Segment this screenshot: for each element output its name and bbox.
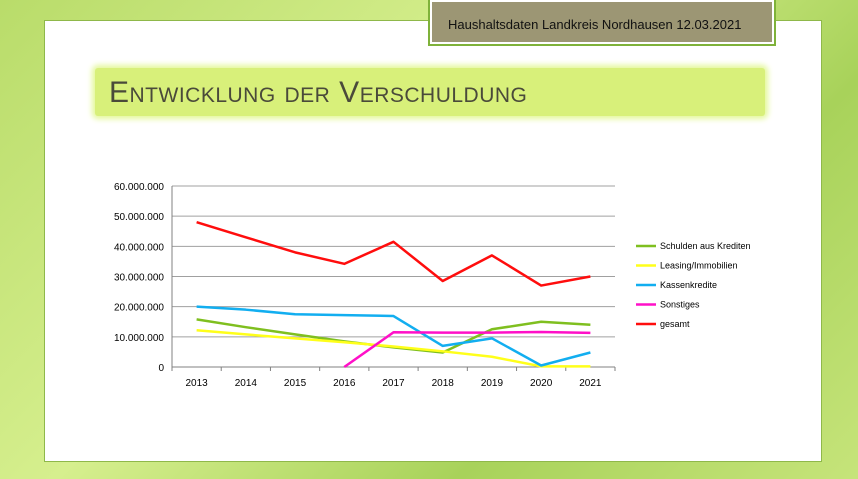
legend-label: Leasing/Immobilien	[660, 261, 738, 271]
x-tick-label: 2016	[333, 378, 356, 389]
x-tick-label: 2021	[579, 378, 602, 389]
title-banner: Entwicklung der Verschuldung	[95, 68, 765, 116]
series-line-2	[196, 305, 591, 367]
x-tick-label: 2017	[382, 378, 405, 389]
header-box: Haushaltsdaten Landkreis Nordhausen 12.0…	[428, 0, 776, 46]
x-tick-label: 2018	[432, 378, 455, 389]
y-tick-label: 20.000.000	[114, 303, 164, 314]
y-tick-label: 50.000.000	[114, 212, 164, 223]
y-tick-label: 10.000.000	[114, 333, 164, 344]
x-tick-label: 2015	[284, 378, 307, 389]
y-tick-label: 60.000.000	[114, 182, 164, 193]
legend-label: gesamt	[660, 319, 690, 329]
series-line-4	[196, 221, 591, 287]
y-tick-label: 0	[158, 363, 164, 374]
series-line-1	[196, 328, 591, 368]
legend-label: Schulden aus Krediten	[660, 241, 751, 251]
x-tick-label: 2020	[530, 378, 553, 389]
legend-label: Sonstiges	[660, 300, 700, 310]
x-tick-label: 2014	[235, 378, 258, 389]
header-text: Haushaltsdaten Landkreis Nordhausen 12.0…	[448, 17, 742, 32]
slide-title: Entwicklung der Verschuldung	[109, 76, 528, 109]
x-tick-label: 2019	[481, 378, 504, 389]
y-tick-label: 40.000.000	[114, 242, 164, 253]
series-line-3	[343, 330, 591, 369]
x-tick-label: 2013	[185, 378, 208, 389]
legend-label: Kassenkredite	[660, 280, 717, 290]
y-tick-label: 30.000.000	[114, 273, 164, 284]
